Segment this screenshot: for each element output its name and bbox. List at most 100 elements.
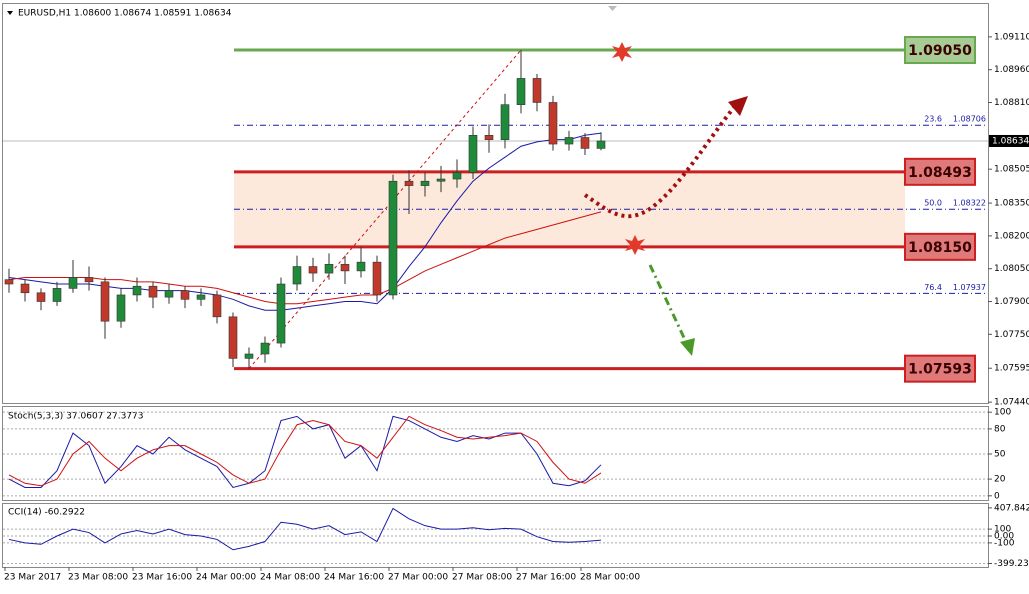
y-tick-label: 80	[994, 424, 1006, 434]
y-tick-label: -100	[994, 538, 1015, 548]
y-tick-label: 1.08960	[994, 65, 1029, 75]
last-price-label: 1.08634	[992, 136, 1029, 146]
main-title: EURUSD,H1 1.08600 1.08674 1.08591 1.0863…	[18, 9, 232, 19]
x-tick-label: 27 Mar 08:00	[452, 573, 512, 583]
y-tick-label: 1.08505	[994, 165, 1029, 175]
candle-body	[116, 294, 126, 322]
breakout-star	[612, 42, 632, 62]
candle-body	[228, 316, 238, 359]
y-tick-label: 100	[994, 525, 1011, 535]
level-box	[904, 354, 976, 383]
x-tick-label: 23 Mar 16:00	[132, 573, 192, 583]
candle-body	[244, 353, 254, 359]
bullish-arrowhead	[728, 96, 748, 116]
candle-body	[532, 78, 542, 103]
y-tick-label: 1.08200	[994, 231, 1029, 241]
y-tick-label: 1.07750	[994, 330, 1029, 340]
candle-body	[20, 283, 30, 294]
candle-body	[356, 261, 366, 272]
y-tick-label: 1.08810	[994, 98, 1029, 108]
candle-body	[100, 281, 110, 322]
candle-body	[388, 180, 398, 296]
candle-body	[292, 266, 302, 285]
bearish-arrowhead	[680, 338, 695, 356]
y-tick-label: 20	[994, 475, 1006, 485]
candle-body	[212, 294, 222, 318]
candle-body	[404, 180, 414, 186]
y-tick-label: 0.00	[994, 532, 1014, 542]
level-box	[904, 157, 976, 186]
candle-body	[484, 134, 494, 140]
stoch-title: Stoch(5,3,3) 37.0607 27.3773	[8, 412, 143, 422]
x-tick-label: 24 Mar 08:00	[260, 573, 320, 583]
candle-body	[260, 342, 270, 355]
bullish-arrow	[583, 104, 737, 219]
cci-title: CCI(14) -60.2922	[8, 508, 85, 518]
y-tick-label: 50	[994, 450, 1006, 460]
fib-diagonal	[248, 49, 522, 369]
candle-body	[468, 134, 478, 173]
candle-body	[180, 290, 190, 300]
level-box	[904, 232, 976, 261]
y-tick-label: 407.8428	[994, 503, 1029, 513]
candle-body	[164, 290, 174, 298]
level-box	[904, 35, 976, 64]
candle-body	[4, 279, 14, 285]
y-tick-label: 1.09110	[994, 32, 1029, 42]
candle-body	[148, 285, 158, 298]
fib-price: 1.08322	[953, 199, 986, 208]
candle-body	[596, 140, 606, 149]
y-tick-label: 1.07440	[994, 398, 1029, 408]
candle-body	[436, 178, 446, 182]
y-tick-label: 0	[994, 491, 1000, 501]
x-tick-label: 23 Mar 08:00	[68, 573, 128, 583]
y-tick-label: -399.2329	[994, 559, 1029, 569]
annotations	[583, 42, 748, 356]
fib-ratio: 50.0	[924, 199, 942, 208]
x-tick-label: 24 Mar 00:00	[196, 573, 256, 583]
candle-body	[452, 172, 462, 180]
x-tick-label: 27 Mar 00:00	[388, 573, 448, 583]
breakout-star	[625, 235, 645, 255]
y-tick-label: 100	[994, 408, 1011, 418]
indicator-line	[8, 507, 602, 551]
x-tick-label: 24 Mar 16:00	[324, 573, 384, 583]
candle-body	[324, 264, 334, 274]
y-tick-label: 1.07900	[994, 297, 1029, 307]
candle-body	[196, 294, 206, 300]
bearish-arrow	[648, 264, 688, 343]
last-price-box	[989, 134, 1029, 147]
level-label: 1.08150	[908, 240, 972, 256]
candle-body	[36, 292, 46, 302]
y-tick-label: 1.07595	[994, 364, 1029, 374]
fib-price: 1.07937	[953, 283, 986, 292]
candle-body	[548, 102, 558, 145]
x-tick-label: 27 Mar 16:00	[516, 573, 576, 583]
indicator-line	[8, 415, 602, 487]
y-tick-label: 1.08350	[994, 199, 1029, 209]
candle-body	[68, 277, 78, 289]
candle-body	[372, 261, 382, 296]
candle-body	[276, 283, 286, 344]
fib-ratio: 76.4	[924, 283, 942, 292]
candle-body	[500, 104, 510, 140]
candle-body	[132, 285, 142, 296]
candle-body	[84, 277, 94, 283]
level-label: 1.08493	[908, 165, 972, 181]
x-tick-label: 28 Mar 00:00	[580, 573, 640, 583]
x-tick-label: 23 Mar 2017	[4, 573, 61, 583]
shift-marker	[608, 6, 617, 11]
symbol-menu-icon	[7, 11, 13, 15]
candle-body	[420, 180, 430, 186]
candle-body	[516, 78, 526, 105]
level-label: 1.09050	[908, 43, 972, 59]
candle-body	[340, 264, 350, 272]
fib-price: 1.08706	[953, 115, 986, 124]
candle-body	[564, 137, 574, 145]
fib-ratio: 23.6	[924, 115, 942, 124]
level-label: 1.07593	[908, 362, 972, 378]
candle-body	[308, 266, 318, 274]
candle-body	[52, 288, 62, 302]
